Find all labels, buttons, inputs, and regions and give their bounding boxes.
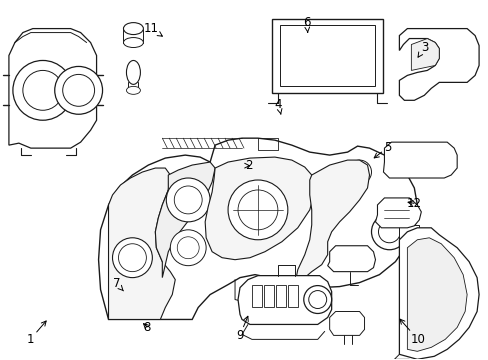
Bar	[279, 24, 375, 86]
Polygon shape	[205, 157, 314, 260]
Text: 5: 5	[373, 140, 391, 158]
Ellipse shape	[123, 37, 143, 48]
Text: 3: 3	[417, 41, 427, 57]
Polygon shape	[399, 28, 478, 100]
Circle shape	[174, 186, 202, 214]
Text: 1: 1	[26, 321, 46, 346]
Circle shape	[351, 164, 367, 180]
Polygon shape	[108, 168, 175, 319]
Circle shape	[118, 244, 146, 272]
Polygon shape	[155, 162, 215, 278]
Circle shape	[378, 221, 400, 243]
Text: 2: 2	[244, 159, 252, 172]
Polygon shape	[410, 39, 438, 71]
Text: 8: 8	[143, 320, 150, 333]
Polygon shape	[407, 238, 466, 351]
Circle shape	[308, 291, 326, 309]
Text: 9: 9	[235, 316, 248, 342]
Polygon shape	[294, 160, 369, 285]
Text: 7: 7	[113, 278, 123, 291]
Circle shape	[177, 237, 199, 259]
Circle shape	[55, 67, 102, 114]
Circle shape	[170, 230, 206, 266]
Ellipse shape	[126, 86, 140, 94]
Text: 6: 6	[303, 17, 310, 32]
Circle shape	[112, 238, 152, 278]
Text: 10: 10	[399, 319, 425, 346]
Ellipse shape	[123, 23, 143, 35]
Polygon shape	[399, 228, 478, 359]
Circle shape	[23, 71, 62, 110]
Circle shape	[227, 180, 287, 240]
Circle shape	[371, 214, 407, 250]
Polygon shape	[9, 28, 96, 148]
Ellipse shape	[126, 60, 140, 84]
Bar	[287, 285, 297, 306]
Circle shape	[303, 285, 331, 314]
Polygon shape	[383, 142, 456, 178]
Circle shape	[347, 160, 371, 184]
Polygon shape	[99, 138, 416, 319]
Text: 11: 11	[143, 22, 162, 36]
Text: 12: 12	[406, 197, 421, 210]
Polygon shape	[375, 198, 421, 228]
Circle shape	[238, 190, 277, 230]
Circle shape	[62, 75, 94, 106]
Circle shape	[166, 178, 210, 222]
Polygon shape	[327, 246, 375, 272]
Bar	[251, 285, 262, 306]
Circle shape	[13, 60, 73, 120]
Polygon shape	[329, 311, 364, 336]
Bar	[399, 225, 419, 240]
Bar	[271, 19, 383, 93]
Bar	[264, 285, 273, 306]
Polygon shape	[238, 276, 331, 324]
Text: 4: 4	[274, 98, 282, 114]
Bar	[275, 285, 285, 306]
